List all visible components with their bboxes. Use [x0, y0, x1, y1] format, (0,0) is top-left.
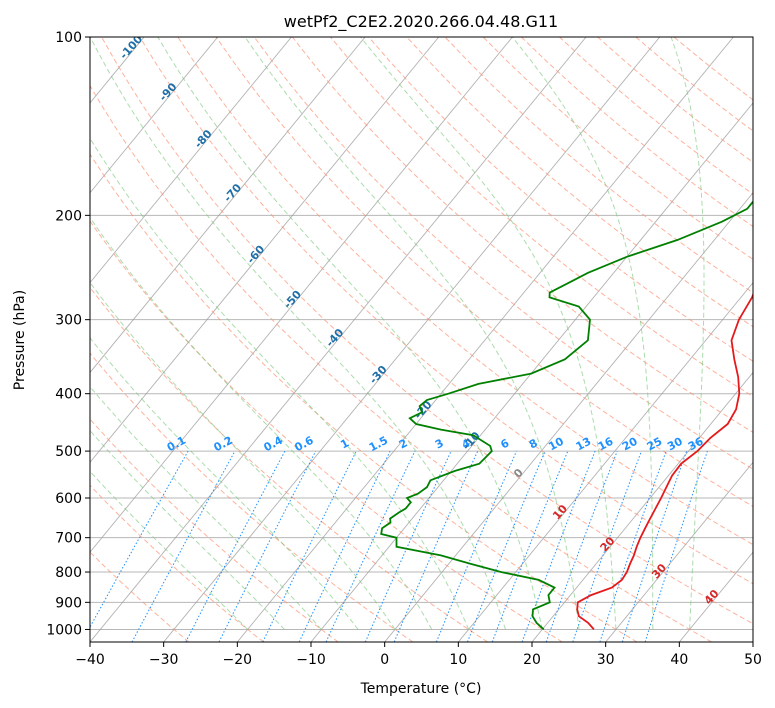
x-tick-label: 0: [380, 652, 389, 668]
y-tick-label: 400: [55, 387, 82, 403]
dry-adiabat-line: [406, 37, 753, 328]
dry-adiabat-line: [444, 37, 753, 294]
mixing-ratio-label-14: 20: [620, 435, 640, 454]
chart-title: wetPf2_C2E2.2020.266.04.48.G11: [284, 12, 558, 32]
mixing-ratio-line: [364, 450, 452, 642]
isotherm-line: [457, 281, 753, 642]
dry-adiabat-line: [90, 418, 339, 642]
moist-adiabat-line: [90, 281, 396, 630]
mixing-ratio-line: [599, 450, 667, 642]
dry-adiabat-line: [177, 37, 753, 546]
moist-adiabat-line: [90, 429, 285, 630]
isotherm-line: [90, 37, 292, 284]
y-tick-label: 100: [55, 30, 82, 46]
x-tick-label: −20: [223, 652, 253, 668]
moist-adiabat-line: [157, 37, 543, 630]
mixing-ratio-line: [467, 450, 546, 642]
y-tick-label: 700: [55, 531, 82, 547]
mixing-ratio-line: [621, 450, 688, 642]
isotherm-line: [384, 192, 753, 642]
isotherm-line: [90, 37, 219, 194]
moist-adiabat-line: [244, 37, 580, 630]
mixing-ratio-line: [185, 450, 286, 642]
isotherm-line: [90, 37, 513, 553]
mixing-ratio-line: [491, 450, 569, 642]
dry-adiabat-line: [215, 37, 753, 507]
background-lines: [0, 37, 753, 642]
x-axis: −40 −30 −20 −10 0 10 20 30 40 50: [75, 642, 762, 668]
y-axis: 100 200 300 400 500 600 700 800 900 1000: [46, 30, 90, 638]
x-tick-label: −10: [296, 652, 326, 668]
mixing-ratio-line: [131, 450, 236, 642]
mixing-ratio-line: [545, 450, 618, 642]
moist-adiabat-line: [90, 385, 322, 630]
mixing-ratio-line: [644, 450, 708, 642]
mixing-ratio-line: [521, 450, 596, 642]
x-tick-label: 40: [670, 652, 688, 668]
dewpoint-profile: [380, 200, 753, 631]
temperature-profile: [576, 292, 753, 630]
dry-adiabat-line: [90, 286, 488, 642]
y-tick-label: 300: [55, 313, 82, 329]
profiles: [380, 200, 753, 631]
moist-adiabat-line: [90, 216, 433, 630]
y-tick-label: 500: [55, 444, 82, 460]
x-tick-label: 30: [597, 652, 615, 668]
dry-adiabat-line: [292, 37, 753, 433]
dry-adiabat-line: [90, 220, 563, 642]
mixing-ratio-label-11: 10: [546, 435, 566, 454]
mixing-ratio-label-13: 16: [596, 435, 616, 454]
moist-adiabat-line: [670, 37, 705, 630]
isotherm-line: [163, 37, 661, 642]
x-tick-label: −30: [149, 652, 179, 668]
isotherm-line: [236, 37, 734, 642]
mixing-ratio-line: [325, 450, 416, 642]
dry-adiabat-line: [90, 484, 264, 642]
dry-adiabat-line: [90, 352, 414, 642]
y-tick-label: 200: [55, 208, 82, 224]
mixing-ratio-label-12: 13: [574, 435, 594, 454]
mixing-ratio-line: [393, 450, 479, 642]
x-tick-label: 20: [523, 652, 541, 668]
y-axis-label: Pressure (hPa): [12, 290, 28, 390]
dry-adiabat-line: [90, 551, 190, 642]
y-tick-label: 1000: [46, 622, 82, 638]
isotherm-line: [90, 37, 587, 642]
moist-adiabat-line: [90, 37, 506, 630]
x-tick-label: 50: [744, 652, 762, 668]
x-tick-label: −40: [75, 652, 105, 668]
plot-frame: [89, 36, 754, 643]
moist-adiabat-line: [90, 470, 248, 630]
dry-adiabat-line: [101, 37, 753, 625]
isotherm-line: [605, 461, 753, 642]
moist-adiabat-line: [90, 337, 359, 630]
x-tick-label: 10: [449, 652, 467, 668]
mixing-ratio-label-16: 30: [665, 435, 685, 454]
mixing-ratio-line: [90, 450, 189, 629]
moist-adiabat-line: [90, 137, 470, 630]
x-axis-label: Temperature (°C): [360, 681, 482, 697]
mixing-ratio-label-15: 25: [645, 435, 665, 454]
y-tick-label: 800: [55, 565, 82, 581]
moist-adiabat-line: [511, 37, 654, 630]
y-tick-label: 900: [55, 595, 82, 611]
mixing-ratio-line: [218, 450, 317, 642]
isotherm-line: [90, 37, 366, 374]
isotherm-line: [0, 37, 70, 642]
dry-adiabat-line: [139, 37, 753, 585]
dry-adiabat-line: [90, 153, 638, 642]
isotherm-line: [531, 371, 753, 642]
mixing-ratio-line: [298, 450, 391, 642]
isotherm-line: [90, 37, 440, 464]
y-tick-label: 600: [55, 491, 82, 507]
dry-adiabat-line: [90, 84, 712, 642]
isotherm-line: [752, 641, 753, 642]
dry-adiabat-line: [330, 37, 753, 398]
